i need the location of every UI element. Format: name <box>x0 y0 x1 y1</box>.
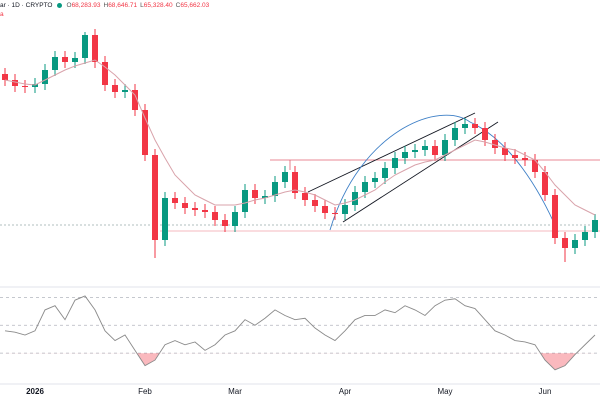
candle-body <box>432 146 438 155</box>
symbol-sub: a <box>0 11 4 18</box>
candle-body <box>162 198 168 240</box>
x-tick-label: Apr <box>339 387 352 396</box>
candle-body <box>62 57 68 62</box>
candle-body <box>372 178 378 182</box>
candle-body <box>182 203 188 208</box>
candle-body <box>172 198 178 203</box>
candle-body <box>382 168 388 178</box>
candle-body <box>212 212 218 220</box>
candle-body <box>52 57 58 70</box>
candle-body <box>552 195 558 238</box>
x-tick-label: 2026 <box>26 387 44 396</box>
candle-body <box>442 140 448 155</box>
moving-average <box>4 59 596 216</box>
candle-body <box>242 190 248 212</box>
candle-body <box>282 172 288 182</box>
candle-body <box>342 205 348 214</box>
candle-body <box>22 86 28 87</box>
candle-body <box>112 85 118 92</box>
x-tick-label: Jun <box>539 387 552 396</box>
candle-body <box>2 74 8 80</box>
candle-body <box>202 210 208 212</box>
arc-drawing <box>329 114 559 233</box>
candle-body <box>512 155 518 158</box>
candle-body <box>482 128 488 140</box>
candle-body <box>262 196 268 198</box>
candle-body <box>122 90 128 92</box>
candle-body <box>562 238 568 248</box>
candle-body <box>392 158 398 168</box>
ohlc-label: H <box>103 2 109 9</box>
candle-body <box>102 62 108 85</box>
candle-body <box>542 172 548 195</box>
candle-body <box>532 160 538 172</box>
status-dot <box>56 2 62 8</box>
ohlc-value: 68,283.93 <box>71 2 101 9</box>
x-tick-label: Feb <box>138 387 152 396</box>
symbol-title: ar · 1D · CRYPTO <box>0 2 53 9</box>
candle-body <box>132 90 138 110</box>
symbol-header: ar · 1D · CRYPTO O68,283.93 H68,646.71 L65,… <box>0 2 209 9</box>
candle-body <box>462 124 468 128</box>
candle-body <box>252 190 258 198</box>
candle-body <box>572 240 578 248</box>
trend-line <box>307 112 476 193</box>
x-tick-label: May <box>437 387 452 396</box>
candle-body <box>322 206 328 213</box>
candle-body <box>412 150 418 152</box>
candle-body <box>492 140 498 148</box>
candle-body <box>332 213 338 214</box>
ohlc-label: L <box>140 2 144 9</box>
candle-body <box>42 70 48 84</box>
candle-body <box>92 35 98 62</box>
candle-body <box>142 110 148 155</box>
candle-body <box>402 152 408 158</box>
candle-body <box>362 182 368 192</box>
candle-body <box>502 148 508 155</box>
candle-body <box>152 155 158 240</box>
candle-body <box>222 220 228 226</box>
candle-body <box>232 212 238 226</box>
candle-body <box>452 128 458 140</box>
ohlc-label: C <box>175 2 181 9</box>
candle-body <box>192 208 198 210</box>
candle-body <box>292 172 298 193</box>
rsi-line <box>4 295 596 371</box>
ohlc-value: 65,328.40 <box>143 2 173 9</box>
candle-body <box>312 200 318 206</box>
candle-body <box>522 158 528 160</box>
candle-body <box>592 220 598 232</box>
candle-body <box>352 192 358 205</box>
ohlc-value: 65,662.03 <box>180 2 210 9</box>
ohlc-value: 68,646.71 <box>108 2 138 9</box>
candle-body <box>82 35 88 58</box>
candle-body <box>302 193 308 200</box>
candle-body <box>582 232 588 240</box>
x-tick-label: Mar <box>228 387 242 396</box>
candle-body <box>472 124 478 128</box>
ohlc-label: O <box>66 2 72 9</box>
candle-body <box>272 182 278 196</box>
trend-line <box>342 121 499 223</box>
candle-body <box>12 80 18 86</box>
candle-body <box>422 146 428 150</box>
candle-body <box>72 58 78 62</box>
